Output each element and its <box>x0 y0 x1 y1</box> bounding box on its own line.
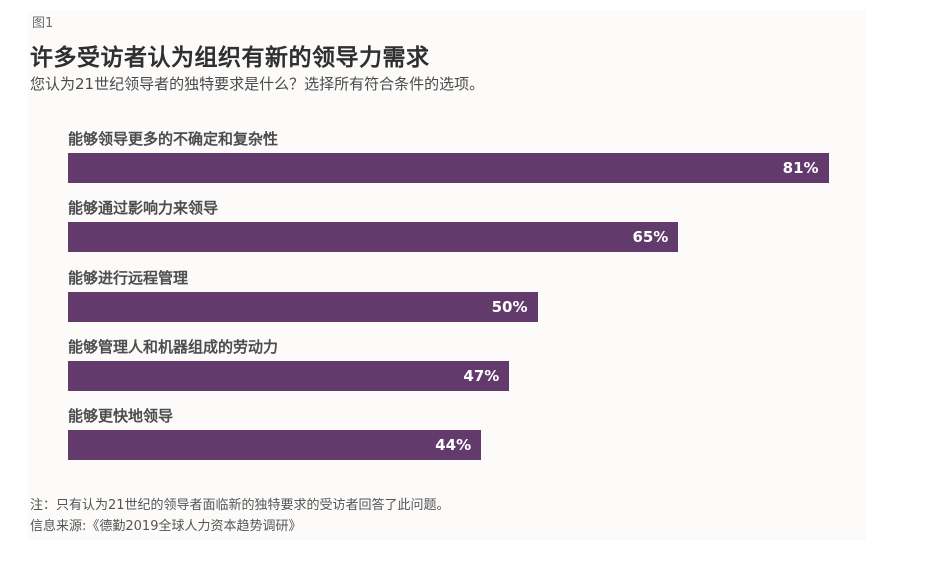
figure-label: 图1 <box>32 16 54 31</box>
bar: 65% <box>68 222 679 253</box>
category-label: 能够更快地领导 <box>68 407 174 426</box>
chart-title: 许多受访者认为组织有新的领导力需求 <box>30 45 430 71</box>
bar: 44% <box>68 430 482 461</box>
source-note: 信息来源:《德勤2019全球人力资本趋势调研》 <box>30 519 302 534</box>
bar: 50% <box>68 291 538 322</box>
chart-subtitle: 您认为21世纪领导者的独特要求是什么？选择所有符合条件的选项。 <box>30 75 485 93</box>
category-label: 能够管理人和机器组成的劳动力 <box>68 337 279 356</box>
category-label: 能够进行远程管理 <box>68 268 189 287</box>
bar-value-label: 47% <box>463 366 500 385</box>
bar-value-label: 81% <box>782 159 819 177</box>
bar: 81% <box>68 153 829 183</box>
category-label: 能够领导更多的不确定和复杂性 <box>68 130 279 148</box>
bar-value-label: 50% <box>491 297 528 316</box>
bar-value-label: 65% <box>632 228 669 247</box>
bar-value-label: 44% <box>435 436 472 455</box>
bar: 47% <box>68 360 510 391</box>
category-label: 能够通过影响力来领导 <box>68 199 219 218</box>
footnote: 注：只有认为21世纪的领导者面临新的独特要求的受访者回答了此问题。 <box>30 498 450 513</box>
